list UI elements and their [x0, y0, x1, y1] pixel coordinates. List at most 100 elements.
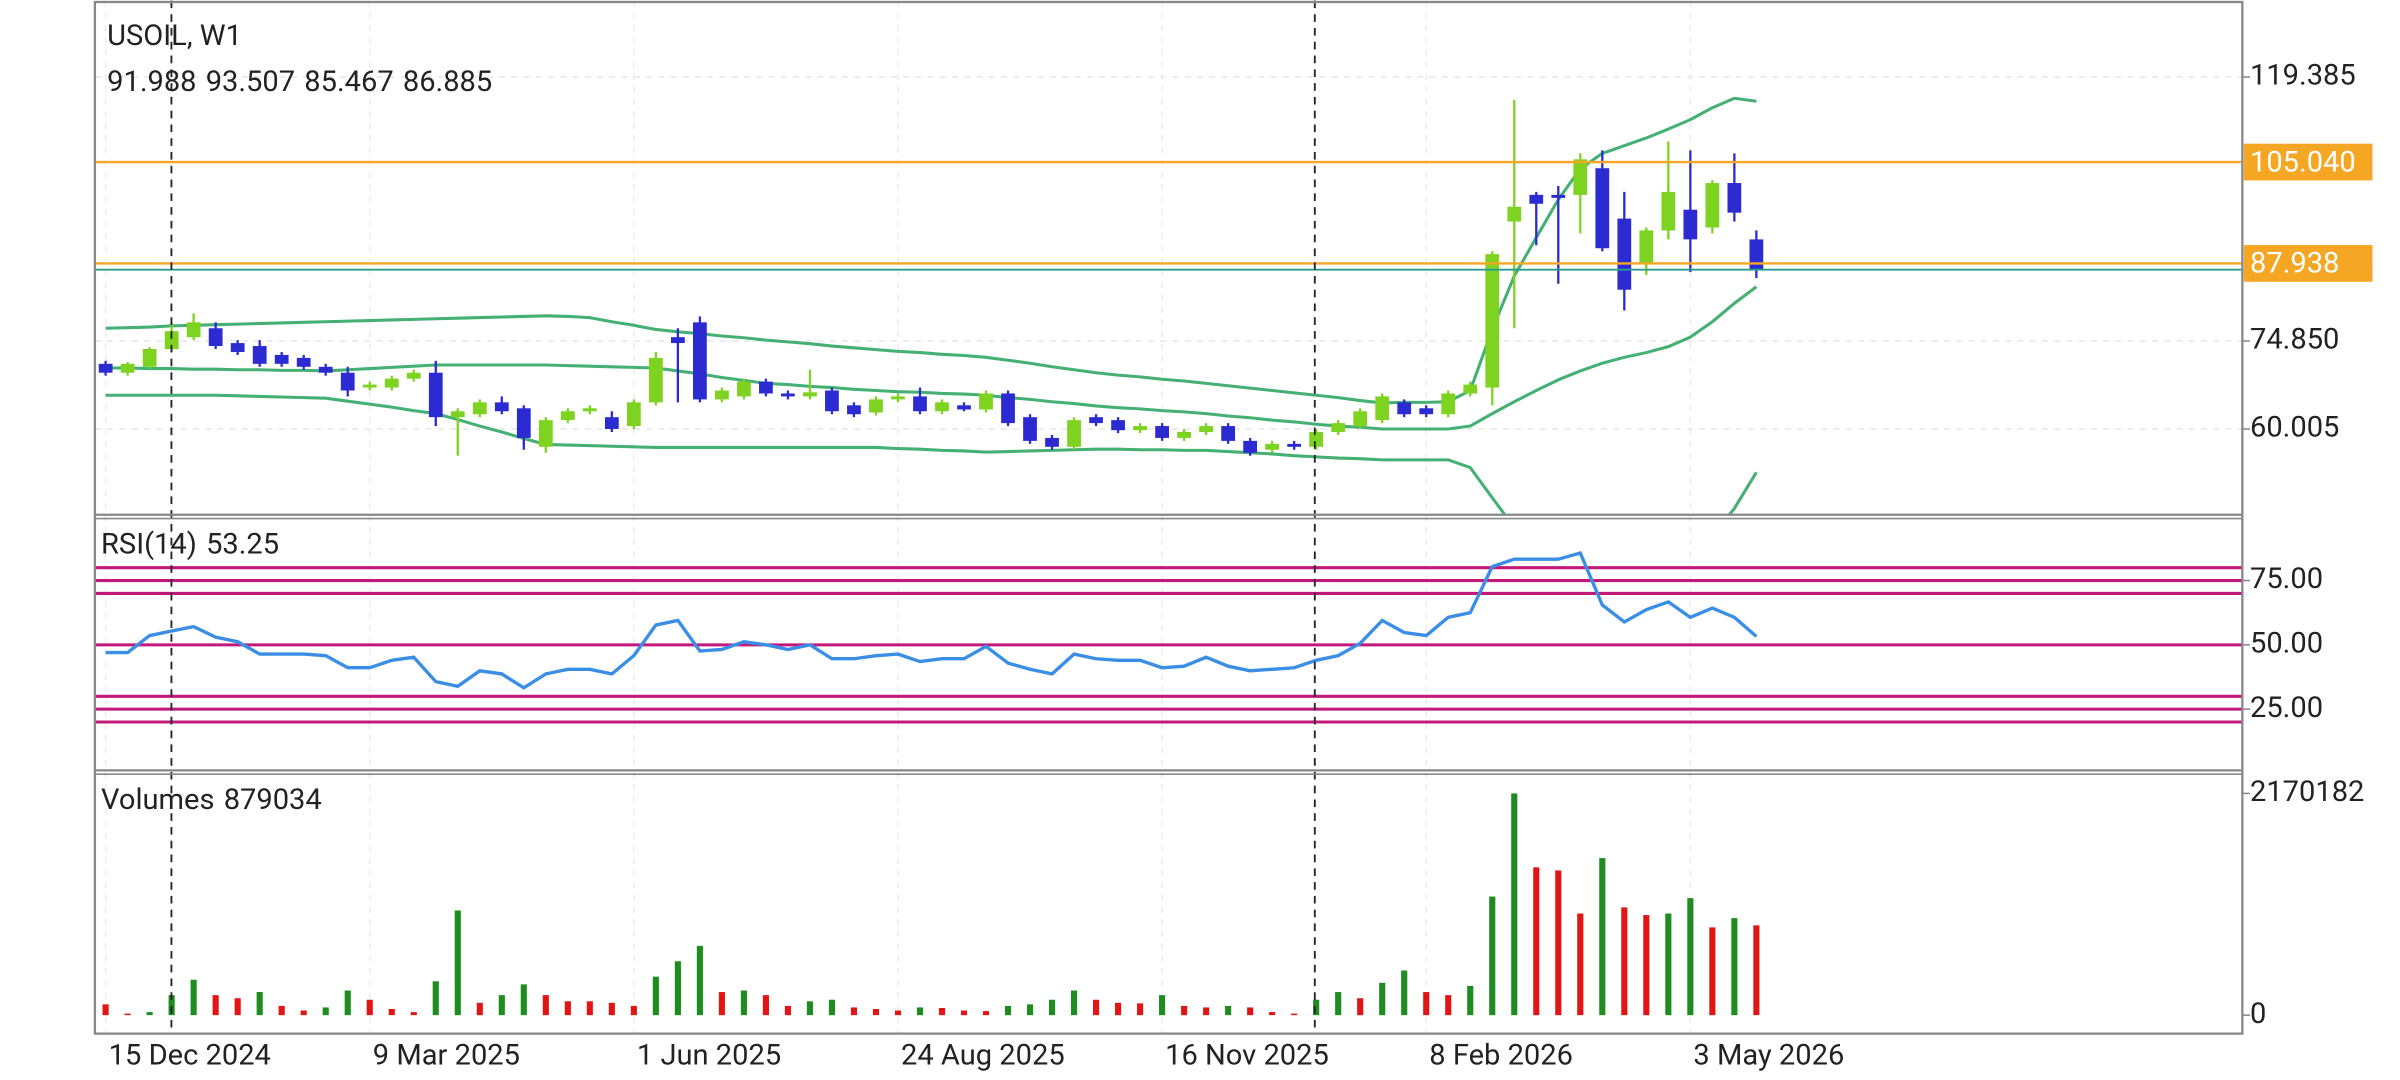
- volume-bar: [366, 999, 373, 1016]
- volume-bar: [322, 1007, 329, 1016]
- volume-bar: [1599, 858, 1606, 1016]
- plot-layer: [94, 0, 2243, 1034]
- volume-bar: [432, 981, 439, 1016]
- candle-body: [1441, 393, 1456, 415]
- volume-bar: [1137, 1003, 1144, 1016]
- volume-bar: [520, 984, 527, 1016]
- volume-bar: [410, 1012, 417, 1016]
- volume-bar: [916, 1007, 924, 1016]
- volume-bar: [454, 910, 461, 1016]
- candle-body: [494, 402, 509, 412]
- candle-body: [1353, 411, 1368, 427]
- volume-bar: [806, 1001, 813, 1016]
- candle-body: [1001, 393, 1015, 424]
- volume-bar: [1511, 793, 1518, 1016]
- candle-body: [891, 396, 905, 400]
- candle-body: [450, 411, 465, 418]
- candle-body: [715, 390, 729, 400]
- candle-body: [935, 402, 949, 412]
- volume-bar: [124, 1013, 131, 1016]
- candle-body: [1045, 437, 1059, 447]
- volume-bar: [1665, 913, 1672, 1016]
- volume-bar: [1577, 913, 1584, 1016]
- candle-body: [384, 378, 399, 388]
- volume-bar: [146, 1012, 153, 1016]
- x-tick-label: 9 Mar 2025: [373, 1038, 520, 1072]
- volume-bar: [1709, 927, 1716, 1016]
- volume-bar: [498, 995, 505, 1016]
- volume-bar: [476, 1002, 483, 1016]
- volume-bar: [1269, 1012, 1276, 1016]
- volume-bar: [718, 992, 725, 1016]
- candle-body: [1507, 206, 1522, 222]
- indicator-name: RSI(14): [101, 527, 197, 561]
- y-tick-label: 75.00: [2250, 562, 2323, 596]
- indicator-name: Volumes: [101, 783, 214, 817]
- candle-body: [560, 411, 575, 421]
- volume-bar: [542, 995, 549, 1016]
- candle-body: [274, 354, 289, 364]
- volume-bar: [564, 1001, 571, 1016]
- candle-body: [1331, 423, 1346, 432]
- x-tick-label: 8 Feb 2026: [1429, 1038, 1573, 1072]
- volume-bar: [1489, 896, 1496, 1016]
- volume-bar: [938, 1007, 946, 1016]
- candle-body: [1485, 254, 1500, 388]
- ohlc-value: 86.885: [403, 65, 492, 99]
- candle-body: [957, 405, 971, 410]
- symbol-title: USOIL, W1: [107, 19, 242, 53]
- volume-bar: [740, 990, 747, 1016]
- indicator-value: 879034: [224, 783, 322, 817]
- candle-body: [406, 372, 421, 379]
- volume-bar: [1401, 970, 1408, 1016]
- volume-bar: [256, 992, 263, 1016]
- volume-bar: [1115, 1002, 1122, 1016]
- volume-bar: [1203, 1007, 1210, 1016]
- candle-body: [1551, 194, 1566, 198]
- ohlc-value: 93.507: [206, 65, 295, 99]
- candle-body: [1705, 183, 1720, 228]
- price-level-tag: [2243, 143, 2373, 181]
- volume-bar: [1159, 995, 1166, 1016]
- volume-bar: [1048, 999, 1056, 1016]
- volume-bar: [1357, 998, 1364, 1016]
- candle-body: [1023, 417, 1037, 441]
- x-tick-label: 1 Jun 2025: [637, 1038, 781, 1072]
- overlay-layer: 119.385 74.850 60.005 15 Dec 2024 9 Mar 2025…: [101, 59, 2373, 1072]
- volume-bar: [388, 1008, 395, 1016]
- volume-bar: [1753, 925, 1760, 1016]
- volume-bar: [1313, 999, 1320, 1016]
- ohlc-header: 91.988 93.507 85.467 86.885: [107, 65, 492, 99]
- volume-bar: [872, 1008, 880, 1016]
- volume-bar: [608, 1002, 615, 1016]
- candle-body: [737, 381, 751, 397]
- volume-bar: [168, 995, 175, 1016]
- candle-body: [186, 322, 201, 338]
- rsi-line: [105, 551, 1758, 690]
- candle-body: [1397, 402, 1412, 415]
- volume-bar: [1225, 1005, 1232, 1016]
- volume-bar: [1555, 870, 1562, 1016]
- y-tick-label: 0: [2250, 997, 2266, 1031]
- candle-body: [803, 392, 817, 397]
- price-level-label: 87.938: [2250, 247, 2339, 281]
- candle-body: [318, 366, 333, 373]
- y-tick-label: 60.005: [2250, 411, 2339, 445]
- candle-body: [1177, 431, 1191, 438]
- candle-body: [582, 408, 597, 412]
- candle-body: [913, 396, 927, 412]
- volume-bar: [1291, 1013, 1298, 1016]
- ohlc-value: 91.988: [107, 65, 196, 99]
- volume-bar: [652, 976, 659, 1016]
- volume-bar: [960, 1010, 968, 1016]
- volume-bar: [278, 1005, 285, 1016]
- volume-bar: [586, 1001, 593, 1016]
- volume-bar: [1423, 992, 1430, 1016]
- candle-body: [1617, 218, 1632, 290]
- volume-bar: [1335, 992, 1342, 1016]
- candle-body: [1089, 417, 1103, 424]
- candle-body: [428, 372, 443, 418]
